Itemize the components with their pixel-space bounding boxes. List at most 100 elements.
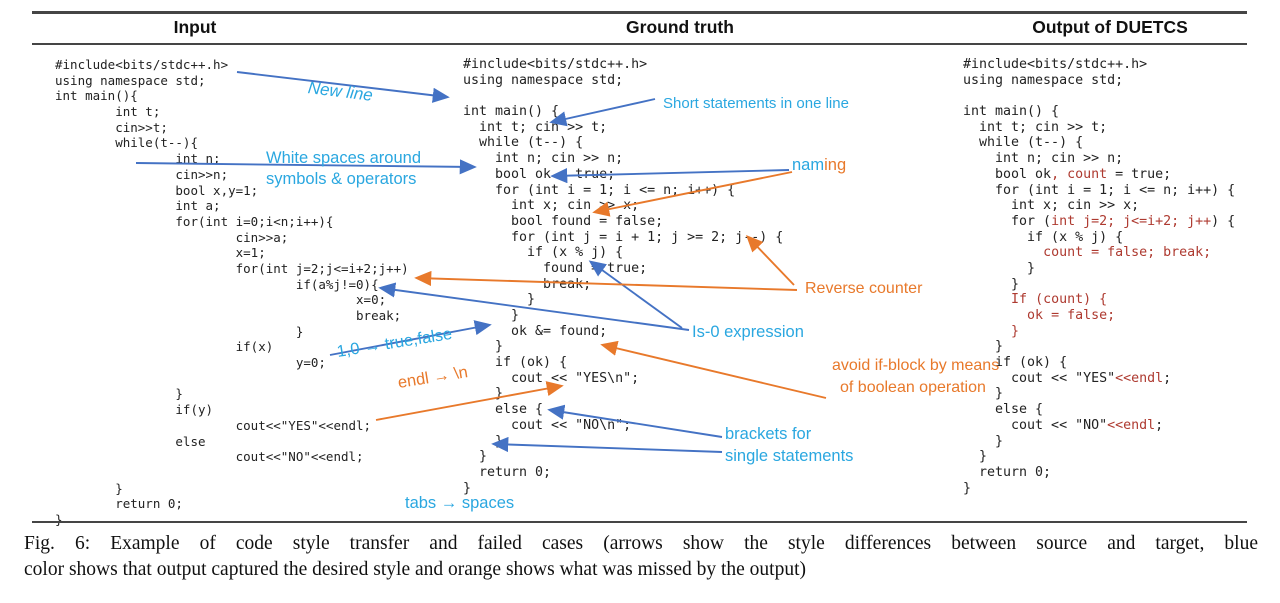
code-segment: for (int i = 1; i <= n; i++) { xyxy=(463,182,736,198)
code-segment xyxy=(963,245,1043,260)
code-segment: if(a%j!=0){ xyxy=(55,276,379,292)
annotation-label-segment: ing xyxy=(824,156,847,174)
code-segment: cout << "YES\n"; xyxy=(463,370,640,386)
code-line: cout<<"NO"<<endl; xyxy=(55,449,409,465)
code-line: return 0; xyxy=(55,496,409,512)
code-line: } xyxy=(55,386,409,402)
code-line: found = true; xyxy=(463,261,783,277)
annotation-label-avoid-if-block-2: of boolean operation xyxy=(840,379,986,396)
code-line: x=0; xyxy=(55,292,409,308)
code-line xyxy=(963,88,1235,104)
code-line: cout << "YES"<<endl; xyxy=(963,371,1235,387)
code-segment: } xyxy=(55,323,304,339)
code-segment: cout << "YES" xyxy=(963,370,1116,386)
code-line: } xyxy=(963,481,1235,497)
code-line: #include<bits/stdc++.h> xyxy=(463,57,783,73)
caption-line-1: Fig. 6: Example of code style transfer a… xyxy=(24,533,1258,554)
code-segment: } xyxy=(963,433,1004,449)
code-line: int t; cin >> t; xyxy=(463,120,783,136)
caption-line-2: color shows that output captured the des… xyxy=(24,559,807,580)
code-line: int a; xyxy=(55,198,409,214)
code-segment: ) { xyxy=(1211,213,1236,229)
code-segment: bool ok xyxy=(963,166,1052,182)
code-line: while(t--){ xyxy=(55,135,409,151)
code-segment: cin>>a; xyxy=(55,229,289,245)
code-line: using namespace std; xyxy=(463,73,783,89)
code-segment-highlight: <<endl xyxy=(1107,417,1156,433)
code-line: else xyxy=(55,434,409,450)
code-line xyxy=(55,371,409,387)
code-line: while (t--) { xyxy=(963,135,1235,151)
code-line: for (int j = i + 1; j >= 2; j--) { xyxy=(463,230,783,246)
code-segment xyxy=(963,324,1011,339)
code-segment: if (x % j) { xyxy=(463,245,624,261)
code-line: } xyxy=(55,512,409,528)
code-segment: for (int i = 1; i <= n; i++) { xyxy=(963,182,1236,198)
code-segment: for(int i=0;i<n;i++){ xyxy=(55,213,334,229)
code-segment-highlight: count = false; break; xyxy=(1043,245,1212,261)
code-line: } xyxy=(463,386,783,402)
code-line: for(int j=2;j<=i+2;j++) xyxy=(55,261,409,277)
code-line: bool ok, count = true; xyxy=(963,167,1235,183)
code-segment: = true; xyxy=(1107,166,1172,182)
code-line: break; xyxy=(463,277,783,293)
code-segment: int x; cin >> x; xyxy=(963,198,1140,214)
code-line xyxy=(55,465,409,481)
code-line: } xyxy=(463,292,783,308)
code-segment: ok &= found; xyxy=(463,323,608,339)
code-segment: ; xyxy=(1163,370,1172,386)
code-segment: else { xyxy=(463,402,544,418)
code-segment: } xyxy=(463,480,472,496)
code-segment: int n; xyxy=(55,151,221,167)
code-line: for (int j=2; j<=i+2; j++) { xyxy=(963,214,1235,230)
code-line: } xyxy=(963,339,1235,355)
code-segment-highlight: , count xyxy=(1051,166,1108,182)
code-segment-highlight: <<endl xyxy=(1115,370,1164,386)
code-segment: } xyxy=(55,386,183,402)
annotation-label-avoid-if-block-1: avoid if-block by means xyxy=(832,357,1000,374)
code-segment: return 0; xyxy=(963,464,1052,480)
code-line: x=1; xyxy=(55,245,409,261)
code-line: int n; cin >> n; xyxy=(963,151,1235,167)
code-line: int main() { xyxy=(963,104,1235,120)
code-line: int x; cin >> x; xyxy=(463,198,783,214)
code-line: for(int i=0;i<n;i++){ xyxy=(55,214,409,230)
code-line: cout<<"YES"<<endl; xyxy=(55,418,409,434)
code-segment: while (t--) { xyxy=(463,135,584,151)
code-line: cin>>a; xyxy=(55,230,409,246)
code-segment: int main(){ xyxy=(55,88,138,104)
code-segment: int main() { xyxy=(963,104,1060,120)
code-segment-highlight: int j=2; j<=i+2; j++ xyxy=(1051,213,1212,229)
annotation-label-white-spaces-1: White spaces around xyxy=(266,149,422,167)
code-segment: } xyxy=(963,480,972,496)
code-segment: cin>>t; xyxy=(55,119,168,135)
code-segment: int x; cin >> x; xyxy=(463,198,640,214)
column-header-input: Input xyxy=(173,17,217,37)
code-segment: } xyxy=(963,386,1004,402)
annotation-label-white-spaces-2: symbols & operators xyxy=(266,170,417,188)
code-line: } xyxy=(463,308,783,324)
code-line: int n; cin >> n; xyxy=(463,151,783,167)
code-line: } xyxy=(963,277,1235,293)
top-rule xyxy=(32,11,1247,14)
code-line: } xyxy=(55,324,409,340)
code-segment: if (x % j) { xyxy=(963,229,1124,245)
code-segment: int t; xyxy=(55,104,161,120)
code-line: int main(){ xyxy=(55,88,409,104)
annotation-label-naming: naming xyxy=(792,156,846,175)
annotation-label-segment: nam xyxy=(792,156,825,174)
code-segment: bool x,y=1; xyxy=(55,182,259,198)
code-segment: break; xyxy=(55,308,402,323)
code-segment: } xyxy=(463,292,536,308)
code-segment-highlight: } xyxy=(1011,323,1020,339)
code-line: cout << "YES\n"; xyxy=(463,371,783,387)
code-segment: if(y) xyxy=(55,402,214,418)
annotation-label-brackets-2: single statements xyxy=(725,447,854,465)
code-line: return 0; xyxy=(963,465,1235,481)
code-segment: #include<bits/stdc++.h> xyxy=(55,57,229,72)
code-line: else { xyxy=(963,402,1235,418)
code-line: } xyxy=(55,481,409,497)
code-segment: x=1; xyxy=(55,245,266,261)
code-segment: using namespace std; xyxy=(963,72,1124,88)
code-segment: while (t--) { xyxy=(963,135,1084,151)
